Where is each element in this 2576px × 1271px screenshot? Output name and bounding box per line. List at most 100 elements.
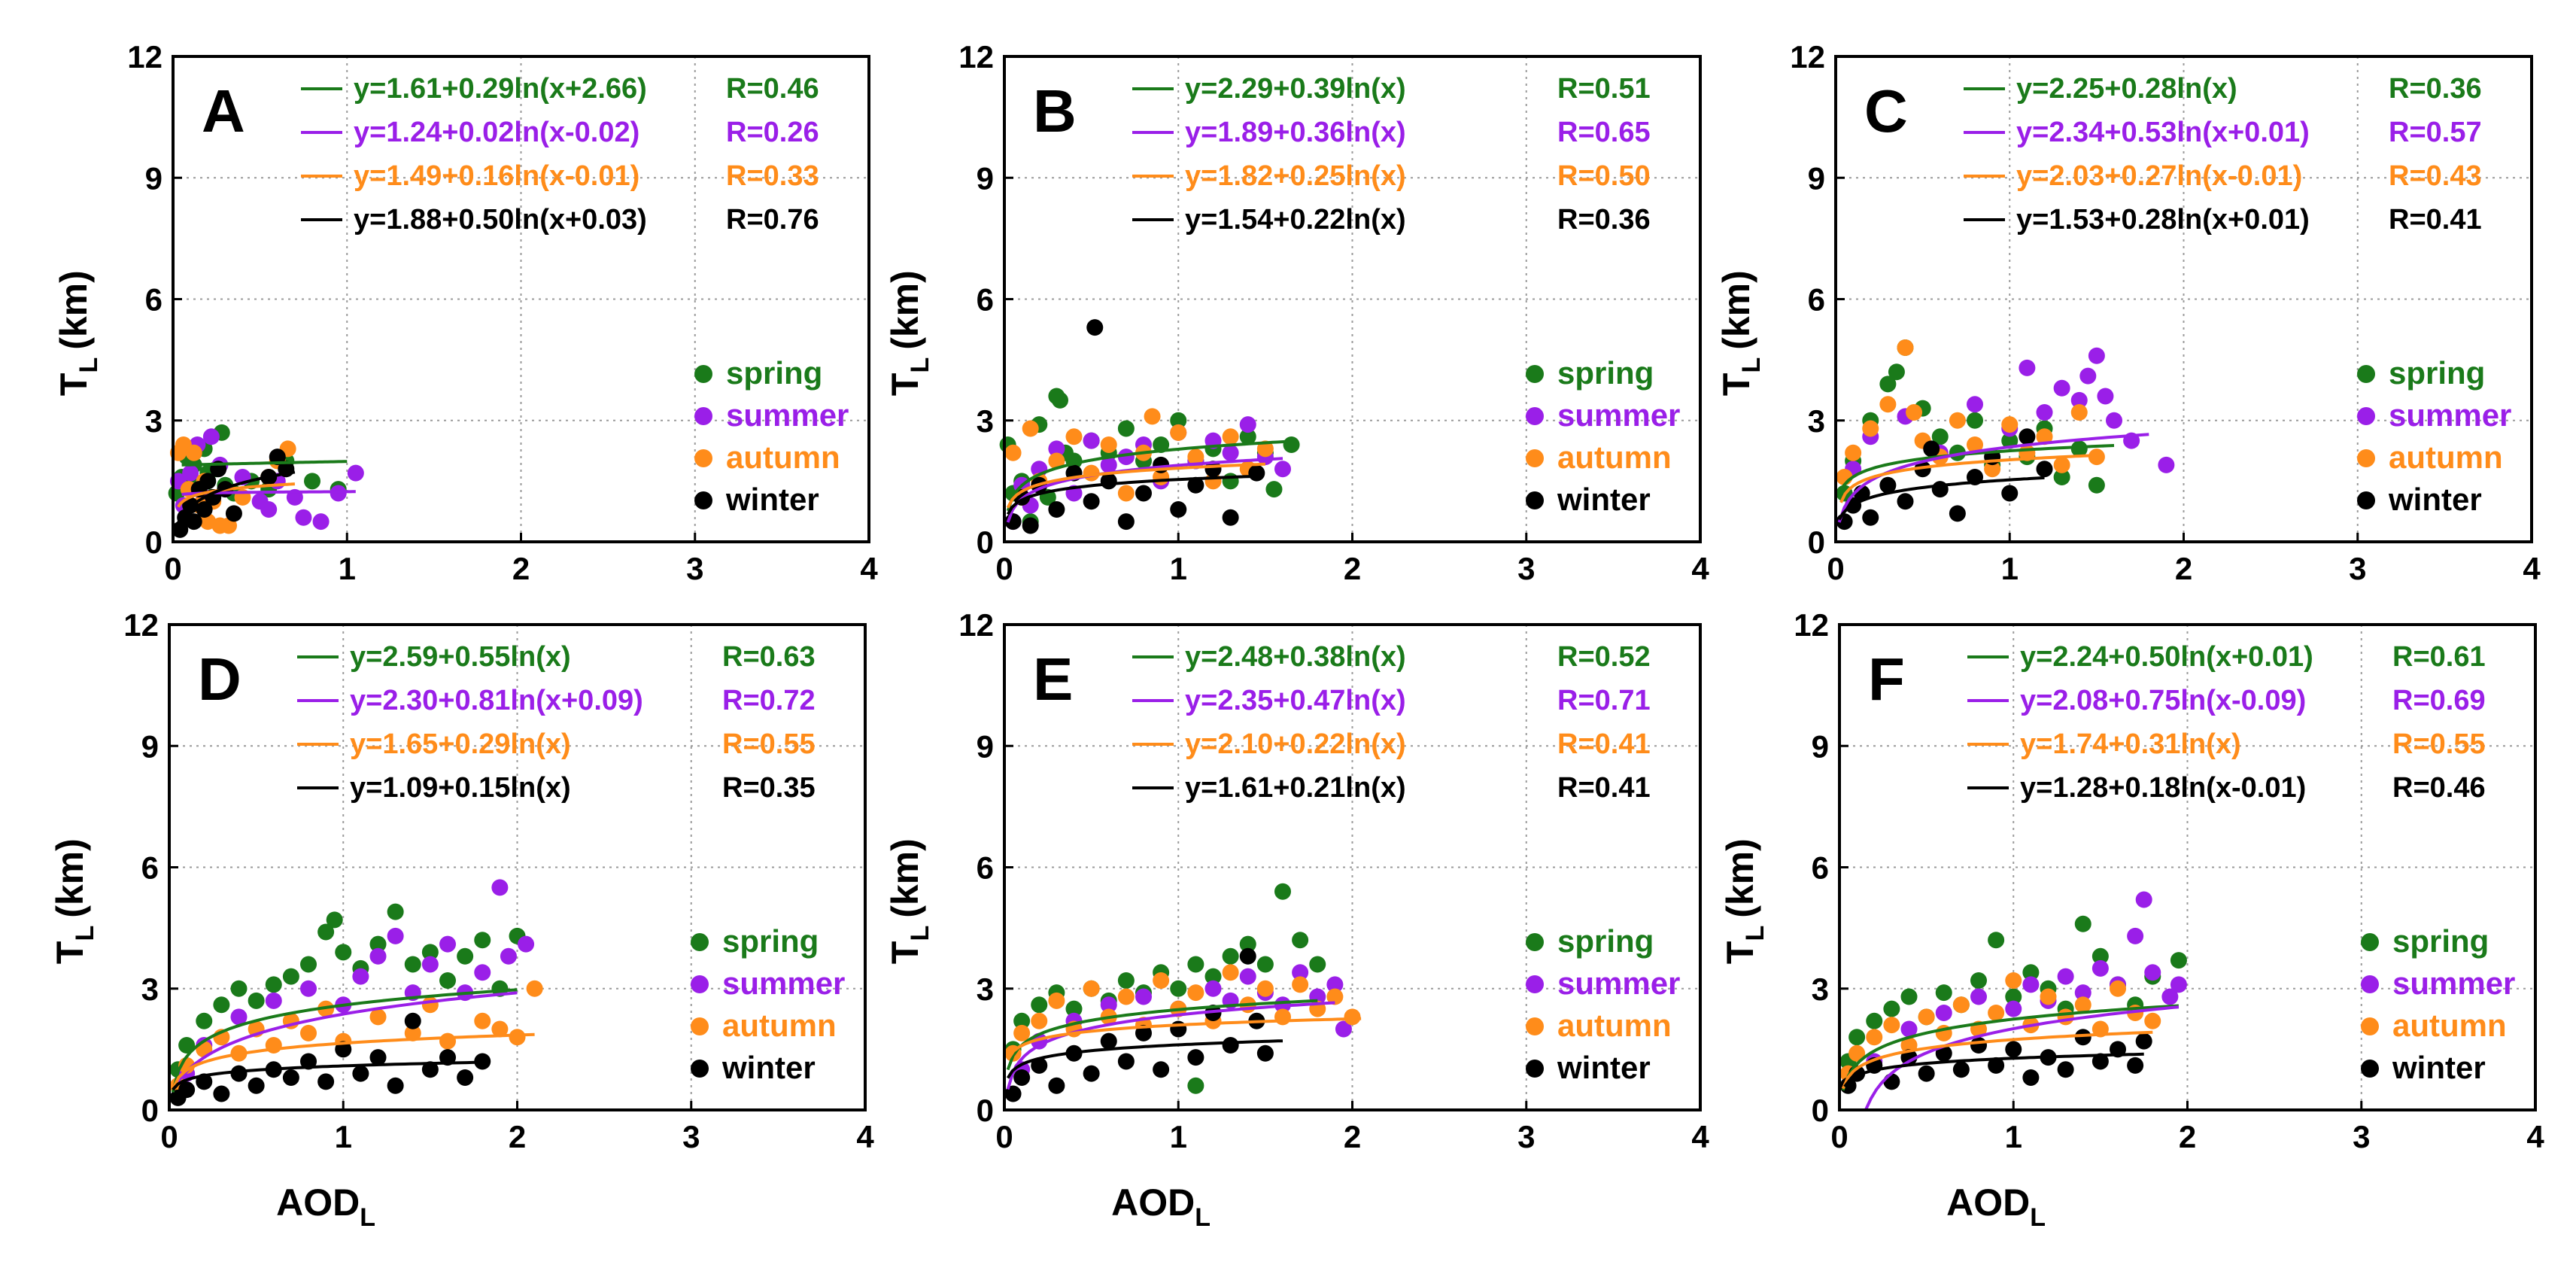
point-autumn xyxy=(2005,972,2022,989)
point-spring xyxy=(304,473,320,490)
point-spring xyxy=(404,956,421,973)
y-tick-label: 3 xyxy=(1808,403,1825,439)
point-winter xyxy=(178,1081,196,1099)
y-tick-label: 3 xyxy=(141,971,159,1007)
y-axis-label-main: T xyxy=(49,941,91,965)
point-summer xyxy=(2005,1000,2022,1017)
y-axis-label-sub: L xyxy=(1737,357,1766,373)
point-spring xyxy=(1883,1000,1900,1017)
legend-marker-summer xyxy=(694,407,712,425)
point-summer xyxy=(369,947,387,965)
legend-label-spring: spring xyxy=(2392,923,2489,959)
y-tick-label: 0 xyxy=(1812,1093,1829,1128)
point-spring xyxy=(1222,473,1239,490)
point-spring xyxy=(1967,412,1983,429)
point-autumn xyxy=(2040,988,2057,1005)
point-autumn xyxy=(491,1020,509,1038)
y-tick-label: 6 xyxy=(977,850,994,886)
point-spring xyxy=(1866,1012,1883,1029)
point-summer xyxy=(2053,379,2070,397)
point-summer xyxy=(1900,1020,1918,1038)
x-tick-label: 2 xyxy=(2179,1119,2196,1154)
point-winter xyxy=(1923,440,1940,458)
point-autumn xyxy=(1967,436,1983,453)
point-spring xyxy=(282,968,299,985)
point-winter xyxy=(1862,509,1879,526)
point-spring xyxy=(1153,436,1170,453)
equation-spring: y=2.48+0.38ln(x) xyxy=(1185,641,1406,673)
legend-label-autumn: autumn xyxy=(1557,439,1672,475)
point-winter xyxy=(2022,1069,2040,1086)
point-spring xyxy=(2053,469,2070,485)
point-winter xyxy=(404,1012,421,1029)
equation-winter: y=1.54+0.22ln(x) xyxy=(1185,204,1406,236)
legend-marker-winter xyxy=(2361,1060,2379,1078)
point-autumn xyxy=(1918,1008,1935,1026)
point-spring xyxy=(1970,972,1987,989)
x-tick-label: 2 xyxy=(1344,1119,1361,1154)
point-winter xyxy=(1256,1044,1274,1062)
point-autumn xyxy=(1170,424,1187,441)
point-spring xyxy=(1204,968,1222,985)
legend-marker-spring xyxy=(694,365,712,383)
legend-marker-winter xyxy=(691,1060,709,1078)
y-tick-label: 0 xyxy=(1808,525,1825,560)
point-summer xyxy=(330,485,347,502)
y-axis-label-sub: L xyxy=(71,926,99,941)
point-summer xyxy=(352,968,369,985)
x-tick-label: 1 xyxy=(335,1119,352,1154)
legend-label-summer: summer xyxy=(1557,965,1680,1001)
point-autumn xyxy=(2144,1012,2161,1029)
point-winter xyxy=(1004,1085,1022,1102)
y-axis-label-unit: (km) xyxy=(49,838,91,918)
point-spring xyxy=(1309,956,1326,973)
point-summer xyxy=(2070,391,2088,409)
point-autumn xyxy=(1222,428,1239,445)
y-tick-label: 12 xyxy=(123,607,159,643)
y-tick-label: 9 xyxy=(977,728,994,764)
x-axis-label-sub: L xyxy=(2030,1203,2046,1232)
point-summer xyxy=(260,501,278,518)
panel-letter: F xyxy=(1868,646,1905,713)
y-tick-label: 3 xyxy=(1812,971,1829,1007)
point-autumn xyxy=(1848,1044,1866,1062)
point-autumn xyxy=(1897,339,1914,356)
legend-label-summer: summer xyxy=(722,965,845,1001)
point-winter xyxy=(335,1041,352,1058)
x-tick-label: 3 xyxy=(1517,1119,1535,1154)
y-axis-label-sub: L xyxy=(906,357,934,373)
point-autumn xyxy=(1256,980,1274,997)
fit-curve-autumn xyxy=(171,1032,535,1090)
point-spring xyxy=(2091,947,2109,965)
legend-label-winter: winter xyxy=(1557,1050,1651,1085)
point-spring xyxy=(1052,391,1068,409)
x-tick-label: 2 xyxy=(2175,551,2192,586)
legend-label-winter: winter xyxy=(2388,482,2482,517)
x-tick-label: 4 xyxy=(2523,551,2541,586)
point-winter xyxy=(1988,1057,2005,1074)
point-spring xyxy=(1031,996,1048,1014)
equation-summer: y=2.08+0.75ln(x-0.09) xyxy=(2020,685,2306,716)
point-summer xyxy=(300,980,317,997)
legend-label-autumn: autumn xyxy=(2389,439,2503,475)
point-spring xyxy=(1187,956,1204,973)
x-tick-label: 1 xyxy=(1170,1119,1187,1154)
legend-marker-summer xyxy=(1526,407,1544,425)
point-autumn xyxy=(1949,412,1966,429)
r-value-winter: R=0.76 xyxy=(726,204,819,236)
y-tick-label: 3 xyxy=(145,403,163,439)
point-winter xyxy=(1952,1061,1970,1078)
point-summer xyxy=(474,964,491,981)
r-value-autumn: R=0.33 xyxy=(726,160,819,192)
point-summer xyxy=(2158,456,2175,473)
equation-summer: y=2.35+0.47ln(x) xyxy=(1185,685,1406,716)
point-spring xyxy=(317,923,335,941)
point-spring xyxy=(1935,984,1952,1002)
plot-frame xyxy=(168,623,867,1111)
y-tick-label: 12 xyxy=(958,39,994,74)
point-winter xyxy=(2074,1029,2091,1046)
point-spring xyxy=(474,932,491,949)
point-summer xyxy=(491,879,509,896)
point-autumn xyxy=(185,444,202,461)
